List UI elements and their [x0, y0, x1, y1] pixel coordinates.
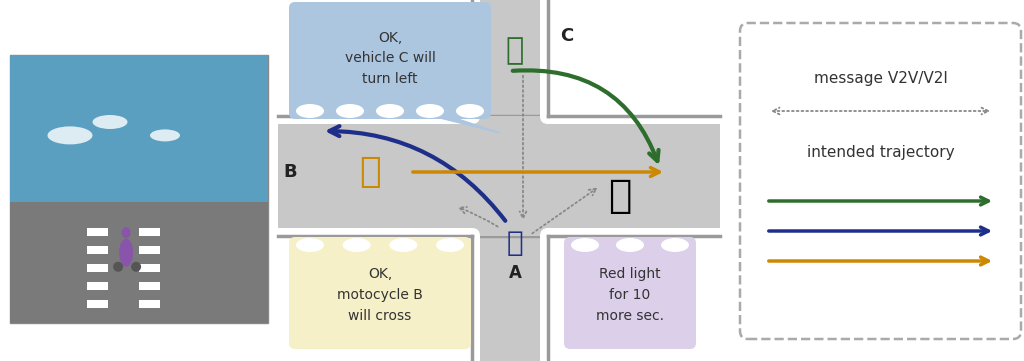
Text: message V2V/V2I: message V2V/V2I	[813, 71, 947, 87]
Ellipse shape	[416, 104, 444, 118]
FancyBboxPatch shape	[289, 2, 490, 119]
Ellipse shape	[92, 115, 128, 129]
Bar	[10, 55, 268, 203]
FancyBboxPatch shape	[10, 55, 268, 323]
Ellipse shape	[150, 129, 180, 142]
Polygon shape	[420, 113, 500, 133]
Ellipse shape	[376, 104, 404, 118]
Text: OK,
motocycle B
will cross: OK, motocycle B will cross	[337, 268, 423, 323]
Text: C: C	[560, 27, 573, 45]
Text: OK,
vehicle C will
turn left: OK, vehicle C will turn left	[344, 31, 435, 86]
Bar	[87, 282, 109, 290]
FancyBboxPatch shape	[740, 23, 1021, 339]
Bar	[87, 246, 109, 254]
Text: B: B	[284, 163, 297, 181]
Ellipse shape	[296, 104, 324, 118]
Text: A: A	[509, 264, 521, 282]
FancyBboxPatch shape	[564, 237, 696, 349]
Ellipse shape	[296, 238, 324, 252]
Bar	[139, 246, 160, 254]
Ellipse shape	[571, 238, 599, 252]
Ellipse shape	[47, 126, 92, 144]
Bar	[139, 282, 160, 290]
Text: intended trajectory: intended trajectory	[807, 145, 954, 161]
Ellipse shape	[122, 227, 131, 238]
Ellipse shape	[389, 238, 418, 252]
Ellipse shape	[336, 104, 364, 118]
Bar	[10, 203, 268, 323]
Bar	[87, 228, 109, 236]
Ellipse shape	[131, 262, 141, 272]
Bar	[139, 300, 160, 308]
Text: 🏍: 🏍	[359, 155, 381, 189]
Bar	[139, 228, 160, 236]
Ellipse shape	[119, 239, 133, 267]
FancyBboxPatch shape	[270, 0, 480, 124]
Text: Red light
for 10
more sec.: Red light for 10 more sec.	[596, 268, 664, 323]
FancyBboxPatch shape	[540, 228, 728, 361]
Bar	[87, 264, 109, 272]
Bar	[87, 300, 109, 308]
FancyBboxPatch shape	[289, 237, 471, 349]
Ellipse shape	[662, 238, 689, 252]
Bar	[472, 0, 548, 116]
Ellipse shape	[456, 104, 484, 118]
Ellipse shape	[616, 238, 644, 252]
FancyBboxPatch shape	[270, 228, 480, 361]
Bar	[472, 236, 548, 361]
Ellipse shape	[436, 238, 464, 252]
Text: 🚦: 🚦	[608, 177, 632, 215]
Text: 🚗: 🚗	[506, 36, 524, 65]
Ellipse shape	[113, 262, 123, 272]
Bar	[139, 264, 160, 272]
Ellipse shape	[343, 238, 371, 252]
Bar	[278, 116, 720, 236]
Bar	[472, 116, 548, 236]
FancyBboxPatch shape	[540, 0, 728, 124]
Text: 🚗: 🚗	[507, 229, 523, 257]
